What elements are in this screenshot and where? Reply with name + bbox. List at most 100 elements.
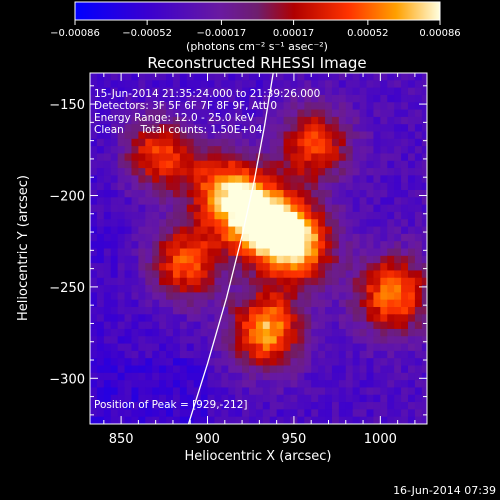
heatmap-cell xyxy=(235,380,243,389)
heatmap-cell xyxy=(242,241,250,250)
heatmap-cell xyxy=(138,109,146,118)
heatmap-cell xyxy=(414,343,423,352)
heatmap-cell xyxy=(90,248,98,257)
heatmap-cell xyxy=(366,416,375,424)
heatmap-cell xyxy=(186,409,195,418)
heatmap-cell xyxy=(242,138,250,147)
heatmap-cell xyxy=(207,365,216,374)
heatmap-cell xyxy=(394,219,402,228)
heatmap-cell xyxy=(304,175,312,184)
heatmap-cell xyxy=(145,160,153,169)
heatmap-cell xyxy=(262,307,271,315)
heatmap-cell xyxy=(331,102,340,111)
heatmap-cell xyxy=(124,285,133,293)
heatmap-cell xyxy=(414,124,423,133)
heatmap-cell xyxy=(200,402,209,410)
heatmap-cell xyxy=(103,285,112,293)
heatmap-cell xyxy=(338,365,347,374)
heatmap-cell xyxy=(429,373,437,381)
heatmap-cell xyxy=(297,197,305,206)
heatmap-cell xyxy=(214,87,222,96)
heatmap-cell xyxy=(373,402,381,410)
heatmap-cell xyxy=(159,175,167,184)
heatmap-cell xyxy=(387,241,395,250)
heatmap-cell xyxy=(117,168,126,176)
heatmap-cell xyxy=(394,248,402,257)
heatmap-cell xyxy=(172,365,181,374)
heatmap-cell xyxy=(124,328,133,337)
heatmap-cell xyxy=(373,219,381,228)
heatmap-cell xyxy=(117,241,126,250)
heatmap-cell xyxy=(221,146,229,155)
heatmap-cell xyxy=(345,255,354,264)
heatmap-cell xyxy=(297,424,305,432)
heatmap-cell xyxy=(297,394,305,403)
heatmap-cell xyxy=(331,233,340,242)
heatmap-cell xyxy=(110,358,119,367)
heatmap-cell xyxy=(166,394,174,403)
heatmap-cell xyxy=(283,233,292,242)
heatmap-cell xyxy=(110,73,119,81)
heatmap-cell xyxy=(166,182,174,191)
heatmap-cell xyxy=(152,277,160,286)
heatmap-cell xyxy=(242,87,250,96)
heatmap-cell xyxy=(276,263,285,272)
heatmap-cell xyxy=(159,380,167,389)
heatmap-cell xyxy=(221,402,229,410)
heatmap-cell xyxy=(131,358,139,367)
heatmap-cell xyxy=(207,321,216,330)
heatmap-cell xyxy=(173,424,181,432)
heatmap-cell xyxy=(380,219,388,228)
heatmap-cell xyxy=(352,219,361,228)
heatmap-cell xyxy=(338,233,347,242)
heatmap-cell xyxy=(235,160,243,169)
heatmap-cell xyxy=(338,211,347,220)
heatmap-cell xyxy=(200,336,209,345)
heatmap-cell xyxy=(193,160,202,169)
heatmap-cell xyxy=(117,263,126,272)
heatmap-cell xyxy=(221,285,229,293)
heatmap-cell xyxy=(152,109,160,118)
heatmap-cell xyxy=(248,197,257,206)
heatmap-cell xyxy=(401,241,409,250)
heatmap-cell xyxy=(345,365,354,374)
heatmap-cell xyxy=(103,402,112,410)
heatmap-cell xyxy=(338,358,347,367)
heatmap-cell xyxy=(90,153,98,162)
heatmap-cell xyxy=(96,409,105,418)
heatmap-cell xyxy=(186,241,195,250)
heatmap-cell xyxy=(387,80,395,89)
heatmap-cell xyxy=(262,387,271,396)
heatmap-cell xyxy=(96,336,105,345)
heatmap-cell xyxy=(338,131,347,140)
heatmap-cell xyxy=(179,87,188,96)
heatmap-cell xyxy=(159,116,167,125)
heatmap-cell xyxy=(248,321,257,330)
heatmap-cell xyxy=(172,168,181,176)
heatmap-cell xyxy=(228,160,236,169)
heatmap-cell xyxy=(262,124,271,133)
heatmap-cell xyxy=(401,358,409,367)
heatmap-cell xyxy=(117,219,126,228)
heatmap-cell xyxy=(345,307,354,315)
heatmap-cell xyxy=(207,182,216,191)
heatmap-cell xyxy=(421,292,427,301)
heatmap-cell xyxy=(262,80,271,89)
heatmap-cell xyxy=(318,87,326,96)
heatmap-cell xyxy=(325,131,333,140)
heatmap-cell xyxy=(221,175,229,184)
heatmap-cell xyxy=(359,299,368,308)
heatmap-cell xyxy=(124,263,133,272)
heatmap-cell xyxy=(159,211,167,220)
heatmap-cell xyxy=(331,307,340,315)
heatmap-cell xyxy=(221,358,229,367)
heatmap-cell xyxy=(145,204,153,213)
heatmap-cell xyxy=(290,424,298,432)
heatmap-cell xyxy=(345,153,354,162)
heatmap-cell xyxy=(90,190,98,198)
heatmap-cell xyxy=(138,102,146,111)
heatmap-cell xyxy=(394,299,402,308)
heatmap-cell xyxy=(214,350,222,359)
heatmap-cell xyxy=(228,197,236,206)
heatmap-cell xyxy=(262,365,271,374)
